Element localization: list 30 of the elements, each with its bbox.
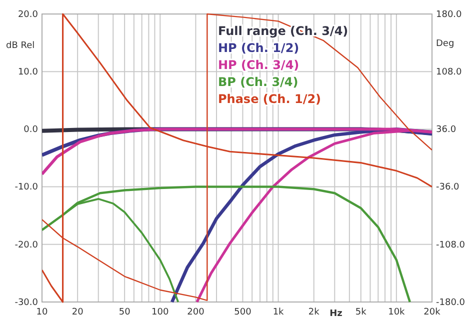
y2-tick-label: -180.0 xyxy=(436,298,466,308)
y2-tick-label: 36.0 xyxy=(436,125,456,136)
text: Phase (Ch. 1/2) xyxy=(218,92,322,106)
x-tick-label: 10k xyxy=(388,307,406,318)
x-tick-label: 2k xyxy=(308,307,320,318)
y-tick-label: 20.0 xyxy=(18,10,38,20)
y-tick-label: -10.0 xyxy=(14,182,38,193)
text: HP (Ch. 1/2) xyxy=(218,41,300,55)
y-tick-label: 0.0 xyxy=(24,125,38,136)
x-tick-label: 50 xyxy=(118,307,131,318)
y-axis-title: dB Rel xyxy=(6,41,35,51)
x-tick-label: 200 xyxy=(187,307,205,318)
y-tick-label: -30.0 xyxy=(14,298,38,308)
y2-tick-label: -108.0 xyxy=(436,240,466,250)
x-tick-label: 20k xyxy=(424,307,442,318)
y2-axis-title: Deg xyxy=(436,39,454,49)
y2-tick-label: 180.0 xyxy=(436,10,462,20)
y-tick-label: -20.0 xyxy=(14,240,38,250)
x-axis-title: Hz xyxy=(330,309,342,319)
y2-tick-label: -36.0 xyxy=(436,182,460,193)
text: BP (Ch. 3/4) xyxy=(218,75,298,89)
y2-tick-label: 108.0 xyxy=(436,67,462,78)
x-tick-label: 500 xyxy=(234,307,252,318)
x-tick-label: 1k xyxy=(272,307,285,318)
x-tick-label: 100 xyxy=(152,307,170,318)
x-tick-label: 5k xyxy=(355,307,368,318)
x-tick-label: 20 xyxy=(72,307,84,318)
y-tick-label: 10.0 xyxy=(18,67,38,78)
x-tick-label: 10 xyxy=(36,307,48,318)
text: HP (Ch. 3/4) xyxy=(218,58,300,72)
